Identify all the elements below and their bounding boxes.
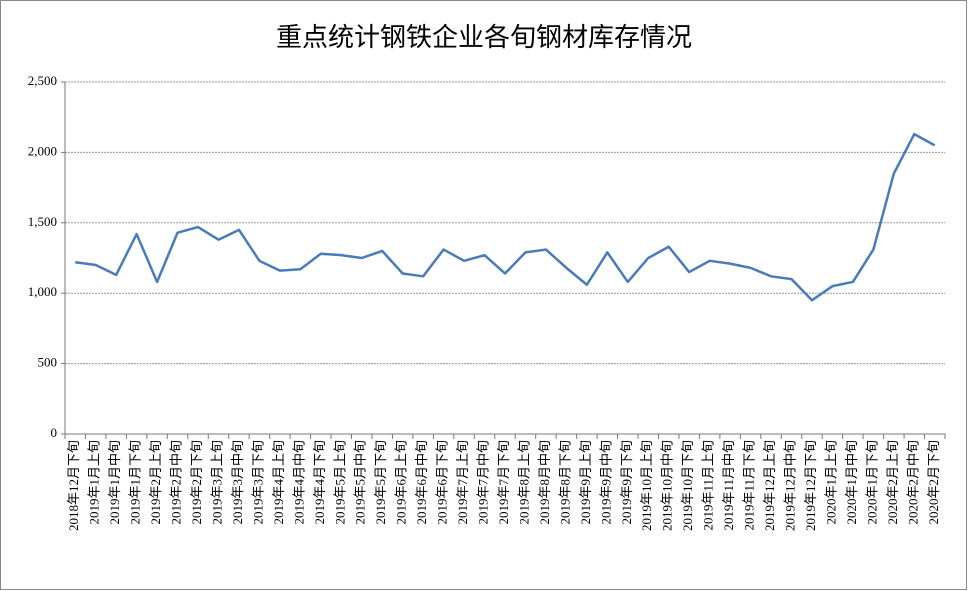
x-tick-label: 2019年8月中旬 <box>537 440 552 525</box>
x-tick-label: 2019年11月下旬 <box>742 440 757 531</box>
x-tick-label: 2019年10月下旬 <box>680 440 695 531</box>
x-tick-label: 2019年3月上旬 <box>209 440 224 525</box>
x-tick-label: 2019年4月上旬 <box>271 440 286 525</box>
x-tick-label: 2019年9月中旬 <box>598 440 613 525</box>
x-tick-label: 2019年12月下旬 <box>803 440 818 531</box>
x-tick-label: 2019年12月上旬 <box>762 440 777 531</box>
x-tick-label: 2019年5月中旬 <box>353 440 368 525</box>
x-tick-label: 2019年8月下旬 <box>557 440 572 525</box>
x-tick-label: 2019年1月上旬 <box>87 440 102 525</box>
x-tick-label: 2019年6月中旬 <box>414 440 429 525</box>
y-tick-label: 2,500 <box>28 73 57 88</box>
x-tick-label: 2019年6月下旬 <box>435 440 450 525</box>
x-tick-label: 2019年7月中旬 <box>476 440 491 525</box>
x-tick-label: 2019年11月中旬 <box>721 440 736 531</box>
x-tick-label: 2019年4月下旬 <box>312 440 327 525</box>
x-tick-label: 2019年10月上旬 <box>639 440 654 531</box>
x-tick-label: 2019年7月下旬 <box>496 440 511 525</box>
y-tick-label: 1,000 <box>28 284 57 299</box>
y-tick-label: 500 <box>38 355 58 370</box>
x-tick-label: 2020年1月中旬 <box>844 440 859 525</box>
y-tick-label: 1,500 <box>28 214 57 229</box>
x-tick-label: 2020年1月上旬 <box>823 440 838 525</box>
x-tick-label: 2019年1月中旬 <box>107 440 122 525</box>
x-tick-label: 2019年9月下旬 <box>619 440 634 525</box>
y-tick-label: 2,000 <box>28 143 57 158</box>
x-tick-label: 2019年10月中旬 <box>660 440 675 531</box>
x-tick-label: 2019年5月下旬 <box>373 440 388 525</box>
x-tick-label: 2019年2月上旬 <box>148 440 163 525</box>
x-tick-label: 2019年2月中旬 <box>169 440 184 525</box>
x-tick-label: 2019年5月上旬 <box>332 440 347 525</box>
x-tick-label: 2019年12月中旬 <box>782 440 797 531</box>
x-tick-label: 2019年6月上旬 <box>394 440 409 525</box>
x-tick-label: 2019年2月下旬 <box>189 440 204 525</box>
data-line <box>75 132 936 302</box>
x-tick-label: 2019年9月上旬 <box>578 440 593 525</box>
chart-title: 重点统计钢铁企业各旬钢材库存情况 <box>276 23 692 52</box>
x-tick-label: 2019年4月中旬 <box>291 440 306 525</box>
x-tick-label: 2019年7月上旬 <box>455 440 470 525</box>
x-tick-label: 2020年2月下旬 <box>926 440 941 525</box>
x-tick-label: 2018年12月下旬 <box>66 440 81 531</box>
x-tick-label: 2019年11月上旬 <box>701 440 716 531</box>
x-tick-label: 2019年1月下旬 <box>128 440 143 525</box>
x-tick-label: 2020年2月上旬 <box>885 440 900 525</box>
x-tick-label: 2020年1月下旬 <box>864 440 879 525</box>
y-tick-label: 0 <box>51 425 58 440</box>
x-tick-label: 2019年3月中旬 <box>230 440 245 525</box>
x-tick-label: 2020年2月中旬 <box>905 440 920 525</box>
x-tick-label: 2019年3月下旬 <box>250 440 265 525</box>
x-tick-label: 2019年8月上旬 <box>516 440 531 525</box>
